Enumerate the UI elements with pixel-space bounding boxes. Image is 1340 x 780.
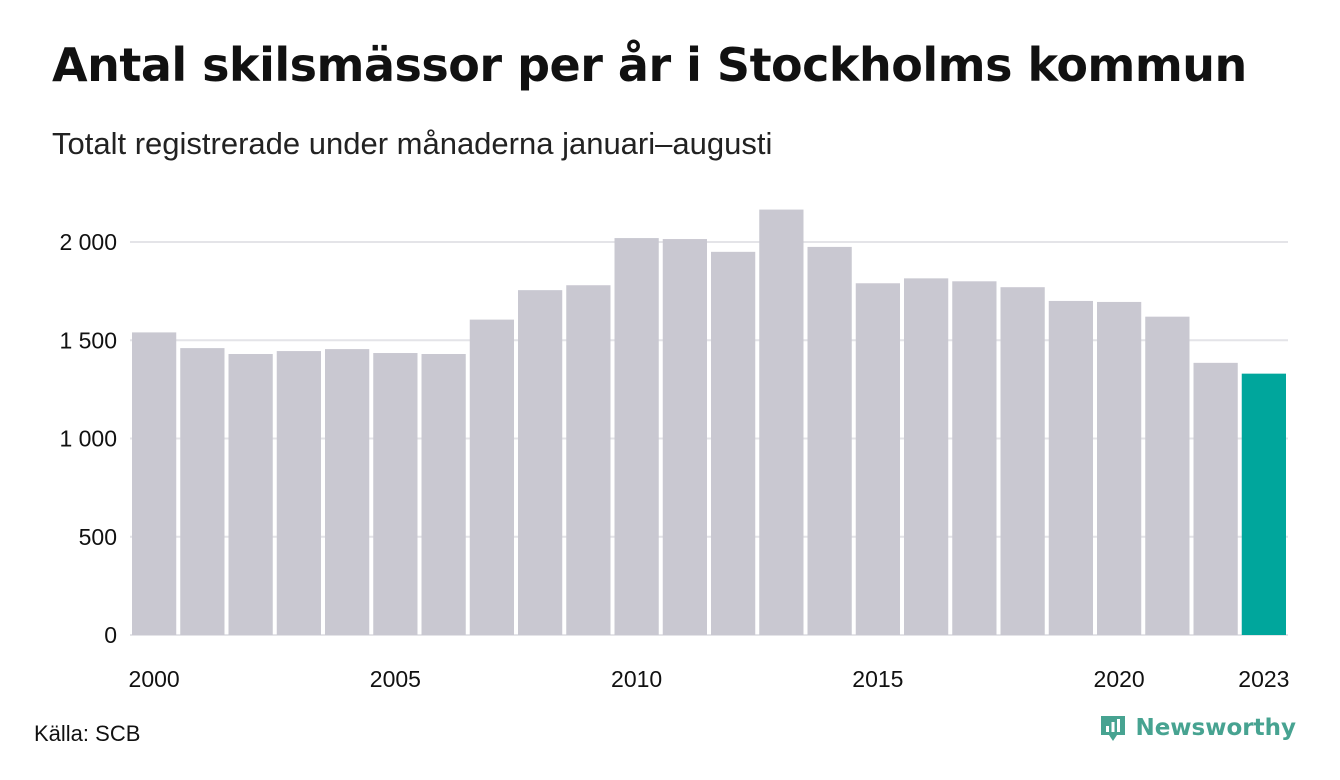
newsworthy-logo[interactable]: Newsworthy (1099, 713, 1296, 743)
bar-2023 (1241, 373, 1286, 635)
bar-2002 (228, 354, 273, 635)
x-tick-label: 2015 (852, 666, 903, 692)
bar-chart-logo-icon (1101, 716, 1126, 741)
chart-title: Antal skilsmässor per år i Stockholms ko… (52, 38, 1247, 92)
x-tick-label: 2005 (370, 666, 421, 692)
bar-2010 (614, 238, 659, 635)
bar-2016 (904, 278, 949, 635)
chart-subtitle: Totalt registrerade under månaderna janu… (52, 126, 773, 161)
y-axis-tick-labels: 0 500 1 000 1 500 2 000 (59, 229, 117, 648)
bars (132, 209, 1286, 636)
bar-2015 (855, 283, 900, 635)
bar-2011 (662, 239, 707, 636)
bar-2014 (807, 246, 852, 635)
bar-2019 (1048, 300, 1093, 635)
bar-2017 (952, 281, 997, 635)
bar-2022 (1193, 362, 1238, 635)
bar-2012 (711, 251, 756, 635)
x-tick-label: 2010 (611, 666, 662, 692)
y-tick-label: 1 500 (59, 327, 117, 353)
gridlines (130, 241, 1288, 636)
bar-2007 (469, 319, 514, 635)
x-tick-label: 2020 (1094, 666, 1145, 692)
bar-2003 (276, 351, 321, 635)
x-tick-label: 2023 (1238, 666, 1289, 692)
bar-2000 (132, 332, 177, 635)
bar-2018 (1000, 287, 1045, 635)
source-note: Källa: SCB (34, 721, 141, 746)
brand-name: Newsworthy (1135, 715, 1296, 741)
y-tick-label: 500 (79, 524, 117, 550)
y-tick-label: 0 (104, 622, 117, 648)
bar-2006 (421, 354, 466, 635)
bar-2020 (1097, 301, 1142, 635)
y-tick-label: 2 000 (59, 229, 117, 255)
bar-2008 (518, 290, 563, 635)
bar-2001 (180, 348, 225, 635)
bar-2013 (759, 209, 804, 635)
bar-2005 (373, 353, 418, 635)
bar-2004 (325, 349, 370, 635)
bar-2021 (1145, 316, 1190, 635)
x-axis-tick-labels: 2000 2005 2010 2015 2020 2023 (129, 666, 1290, 692)
bar-2009 (566, 285, 611, 635)
y-tick-label: 1 000 (59, 426, 117, 452)
x-tick-label: 2000 (129, 666, 180, 692)
